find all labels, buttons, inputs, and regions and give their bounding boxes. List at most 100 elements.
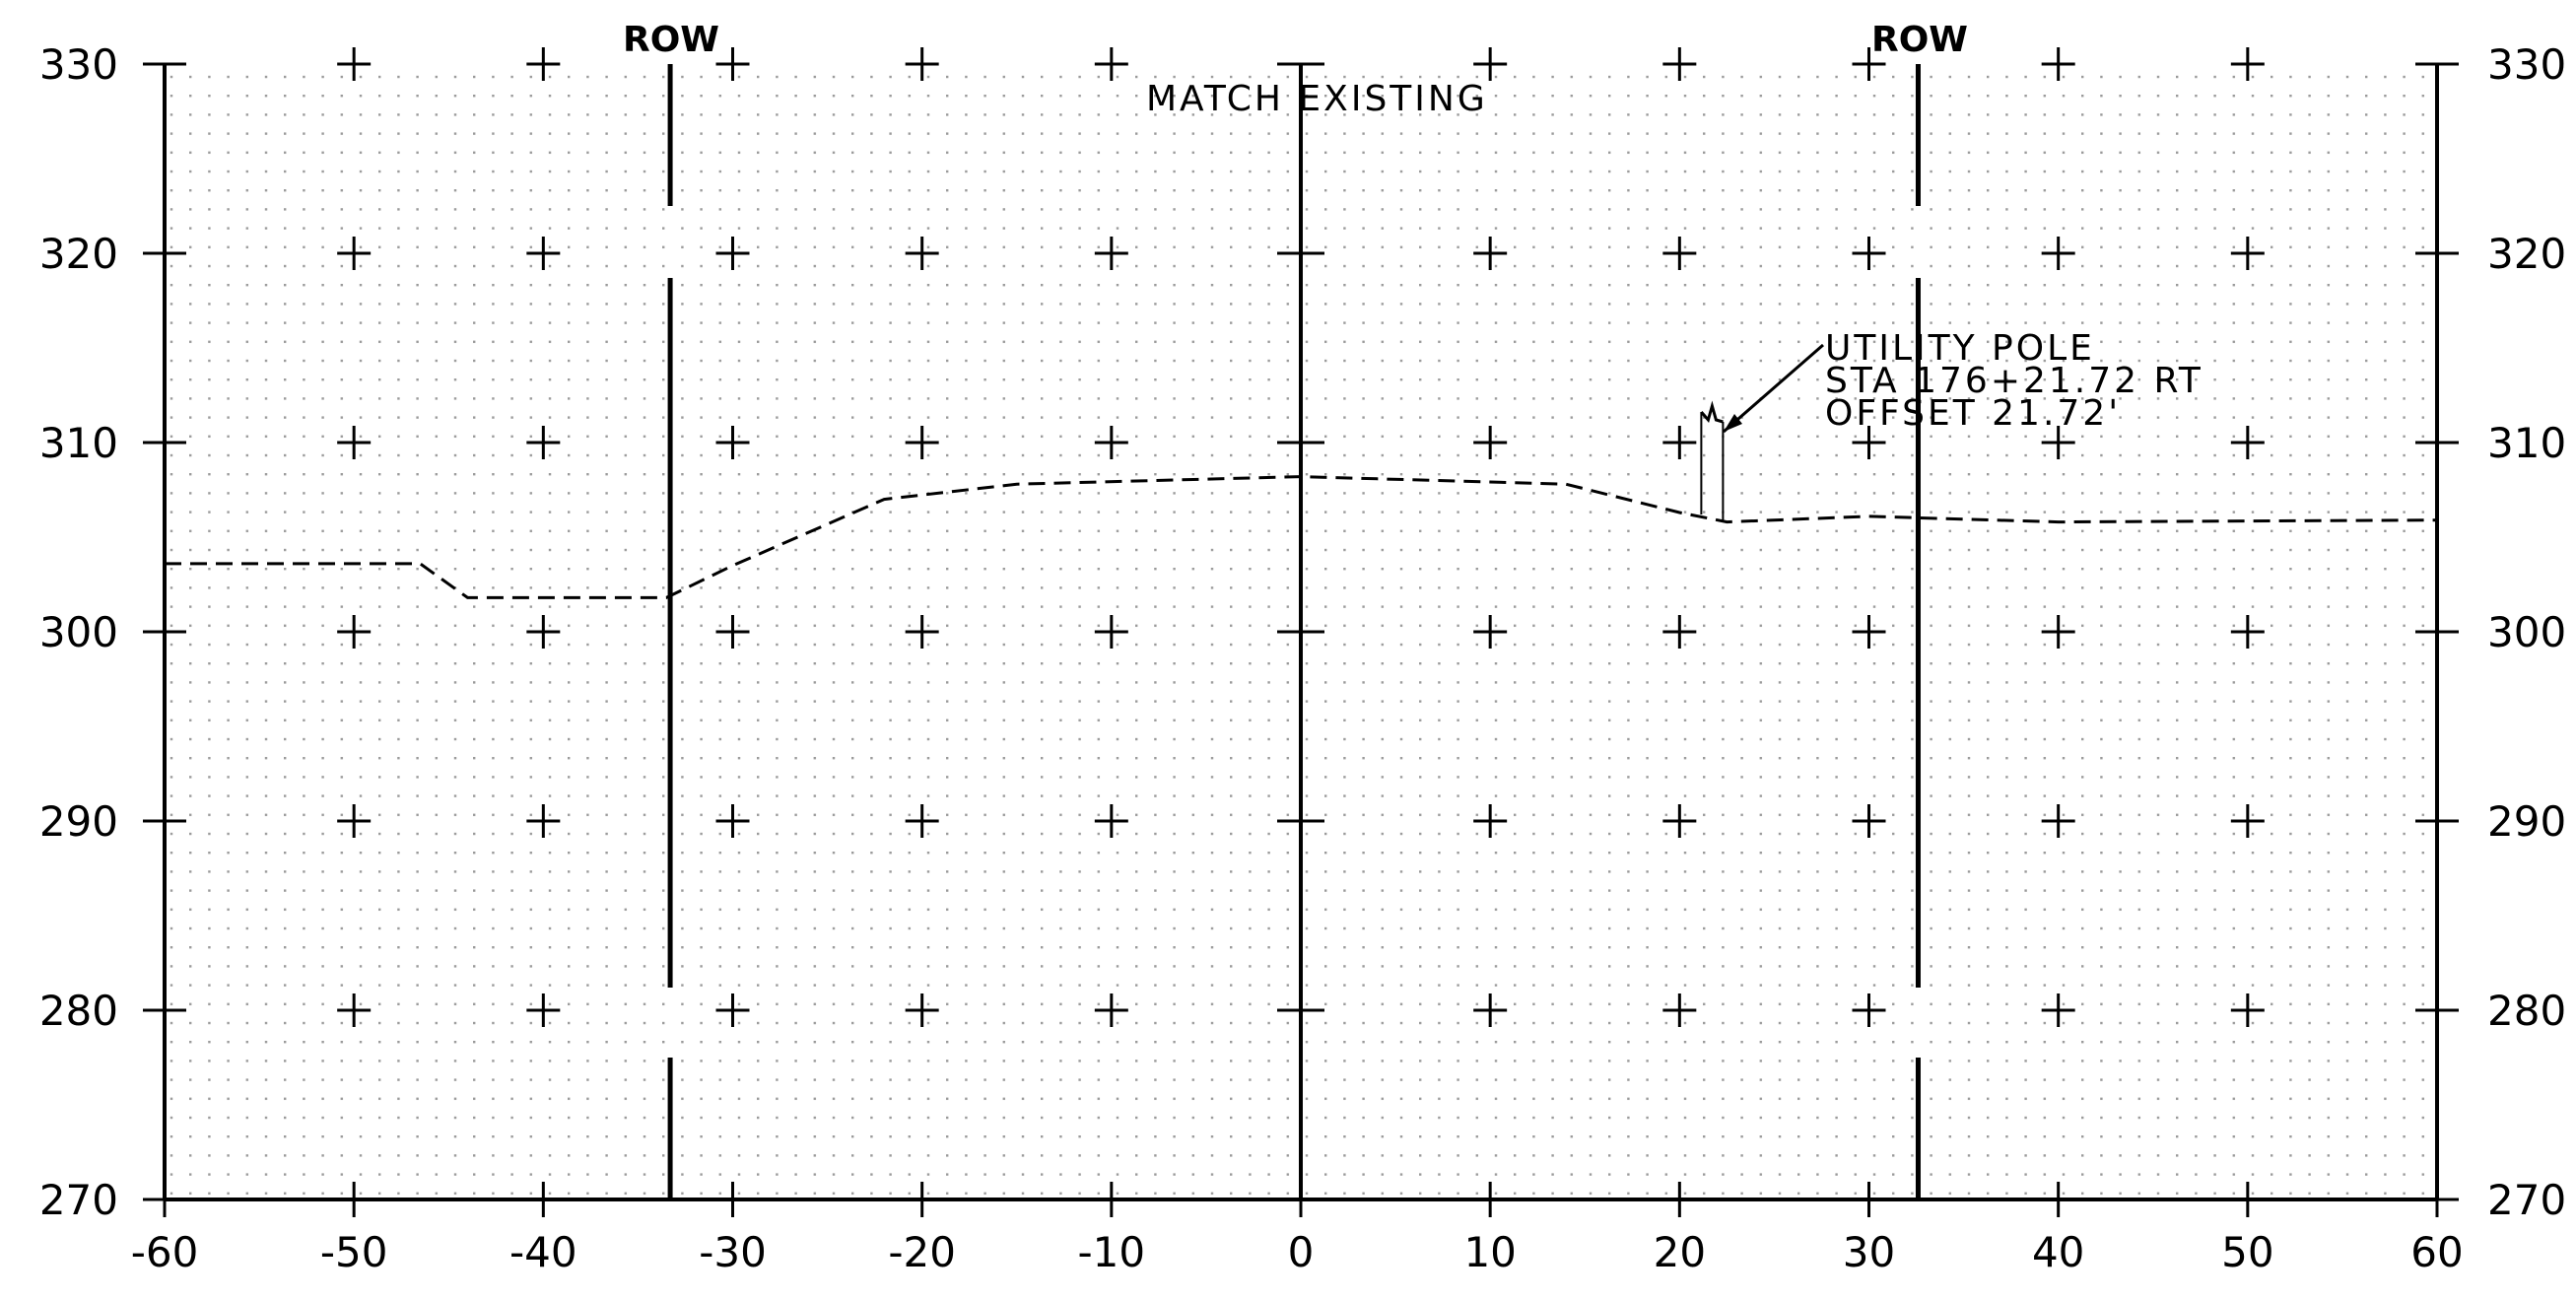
- grid-cross-icon: [2230, 237, 2265, 270]
- grid-cross-icon: [526, 47, 561, 81]
- grid-cross-icon: [1094, 804, 1128, 838]
- grid-cross-icon: [337, 804, 372, 838]
- grid-cross-icon: [905, 426, 939, 459]
- grid-cross-icon: [1473, 237, 1508, 270]
- leader-arrowhead-icon: [1724, 414, 1742, 432]
- grid-crosses: [337, 47, 2265, 1027]
- left-y-tick-label: 290: [39, 797, 118, 846]
- grid-cross-icon: [715, 804, 750, 838]
- right-y-tick-label: 330: [2487, 40, 2566, 89]
- left-y-tick-label: 330: [39, 40, 118, 89]
- pole-top: [1700, 400, 1724, 424]
- grid-cross-icon: [715, 47, 750, 81]
- grid-cross-icon: [2041, 426, 2075, 459]
- existing-ground-line: [165, 475, 2438, 599]
- x-tick-label: -10: [1078, 1228, 1146, 1276]
- x-tick-label: -60: [131, 1228, 199, 1276]
- grid-cross-icon: [1094, 237, 1128, 270]
- right-y-tick-label: 310: [2487, 419, 2566, 467]
- grid-cross-icon: [2230, 426, 2265, 459]
- right-y-tick-label: 320: [2487, 230, 2566, 278]
- grid-cross-icon: [905, 804, 939, 838]
- grid-cross-icon: [2041, 615, 2075, 649]
- x-tick-label: 10: [1463, 1228, 1516, 1276]
- grid-cross-icon: [526, 615, 561, 649]
- grid-cross-icon: [905, 993, 939, 1027]
- row-lines: [667, 64, 1921, 1199]
- axes: [143, 62, 2459, 1217]
- x-tick-label: 20: [1654, 1228, 1706, 1276]
- grid-cross-icon: [1852, 993, 1886, 1027]
- grid-cross-icon: [526, 237, 561, 270]
- grid-cross-icon: [2041, 47, 2075, 81]
- grid-cross-icon: [1662, 237, 1697, 270]
- x-tick-label: 50: [2221, 1228, 2273, 1276]
- grid-cross-icon: [1662, 47, 1697, 81]
- grid-cross-icon: [337, 426, 372, 459]
- grid-cross-icon: [715, 426, 750, 459]
- utility-pole-label-line2: STA 176+21.72 RT: [1825, 361, 2203, 401]
- grid-cross-icon: [1473, 804, 1508, 838]
- grid-cross-icon: [1852, 426, 1886, 459]
- grid-cross-icon: [2041, 993, 2075, 1027]
- grid-cross-icon: [1473, 615, 1508, 649]
- grid-cross-icon: [715, 615, 750, 649]
- right-y-axis-tick-labels: 330 320 310 300 290 280 270: [2487, 40, 2566, 1224]
- row-right-label: ROW: [1871, 20, 1968, 60]
- grid-cross-icon: [1094, 47, 1128, 81]
- x-tick-label: -20: [888, 1228, 956, 1276]
- grid-cross-icon: [1852, 804, 1886, 838]
- grid-cross-icon: [1852, 47, 1886, 81]
- grid-cross-icon: [905, 615, 939, 649]
- x-tick-label: 30: [1843, 1228, 1895, 1276]
- grid-cross-icon: [1662, 615, 1697, 649]
- grid-cross-icon: [2230, 615, 2265, 649]
- left-y-tick-label: 280: [39, 987, 118, 1035]
- left-y-tick-label: 310: [39, 419, 118, 467]
- left-y-tick-label: 300: [39, 608, 118, 656]
- x-tick-label: -30: [699, 1228, 767, 1276]
- grid-cross-icon: [1662, 426, 1697, 459]
- grid-cross-icon: [1662, 804, 1697, 838]
- grid-cross-icon: [1852, 615, 1886, 649]
- left-y-tick-label: 320: [39, 230, 118, 278]
- right-y-tick-label: 280: [2487, 987, 2566, 1035]
- right-y-tick-label: 270: [2487, 1176, 2566, 1224]
- grid-cross-icon: [905, 47, 939, 81]
- grid-cross-icon: [2230, 993, 2265, 1027]
- right-y-tick-label: 300: [2487, 608, 2566, 656]
- grid-cross-icon: [1662, 993, 1697, 1027]
- grid-cross-icon: [337, 615, 372, 649]
- match-existing-label: MATCH EXISTING: [1146, 79, 1488, 119]
- grid-cross-icon: [1473, 993, 1508, 1027]
- grid-cross-icon: [526, 804, 561, 838]
- left-y-axis-tick-labels: 330 320 310 300 290 280 270: [39, 40, 118, 1224]
- grid-cross-icon: [1473, 47, 1508, 81]
- grid-cross-icon: [526, 993, 561, 1027]
- grid-cross-icon: [715, 237, 750, 270]
- grid-cross-icon: [2230, 804, 2265, 838]
- utility-pole-leader-line: [1723, 343, 1824, 434]
- grid-cross-icon: [1094, 426, 1128, 459]
- row-left-label: ROW: [623, 20, 719, 60]
- x-axis-tick-labels: -60 -50 -40 -30 -20 -10 0 10 20 30 40 50 60: [131, 1228, 2464, 1276]
- grid-cross-icon: [526, 426, 561, 459]
- utility-pole-label-line3: OFFSET 21.72': [1825, 393, 2121, 434]
- x-tick-label: 40: [2032, 1228, 2084, 1276]
- grid-cross-icon: [1094, 993, 1128, 1027]
- right-y-tick-label: 290: [2487, 797, 2566, 846]
- grid-cross-icon: [2041, 804, 2075, 838]
- utility-pole-icon: [1700, 400, 1725, 520]
- grid-cross-icon: [337, 237, 372, 270]
- grid-cross-icon: [1094, 615, 1128, 649]
- left-y-tick-label: 270: [39, 1176, 118, 1224]
- grid-cross-icon: [2041, 237, 2075, 270]
- grid-cross-icon: [337, 47, 372, 81]
- grid-cross-icon: [2230, 47, 2265, 81]
- utility-pole-callout: UTILITY POLE STA 176+21.72 RT OFFSET 21.…: [1700, 328, 2203, 520]
- grid-cross-icon: [1852, 237, 1886, 270]
- grid-cross-icon: [337, 993, 372, 1027]
- x-tick-label: -50: [320, 1228, 388, 1276]
